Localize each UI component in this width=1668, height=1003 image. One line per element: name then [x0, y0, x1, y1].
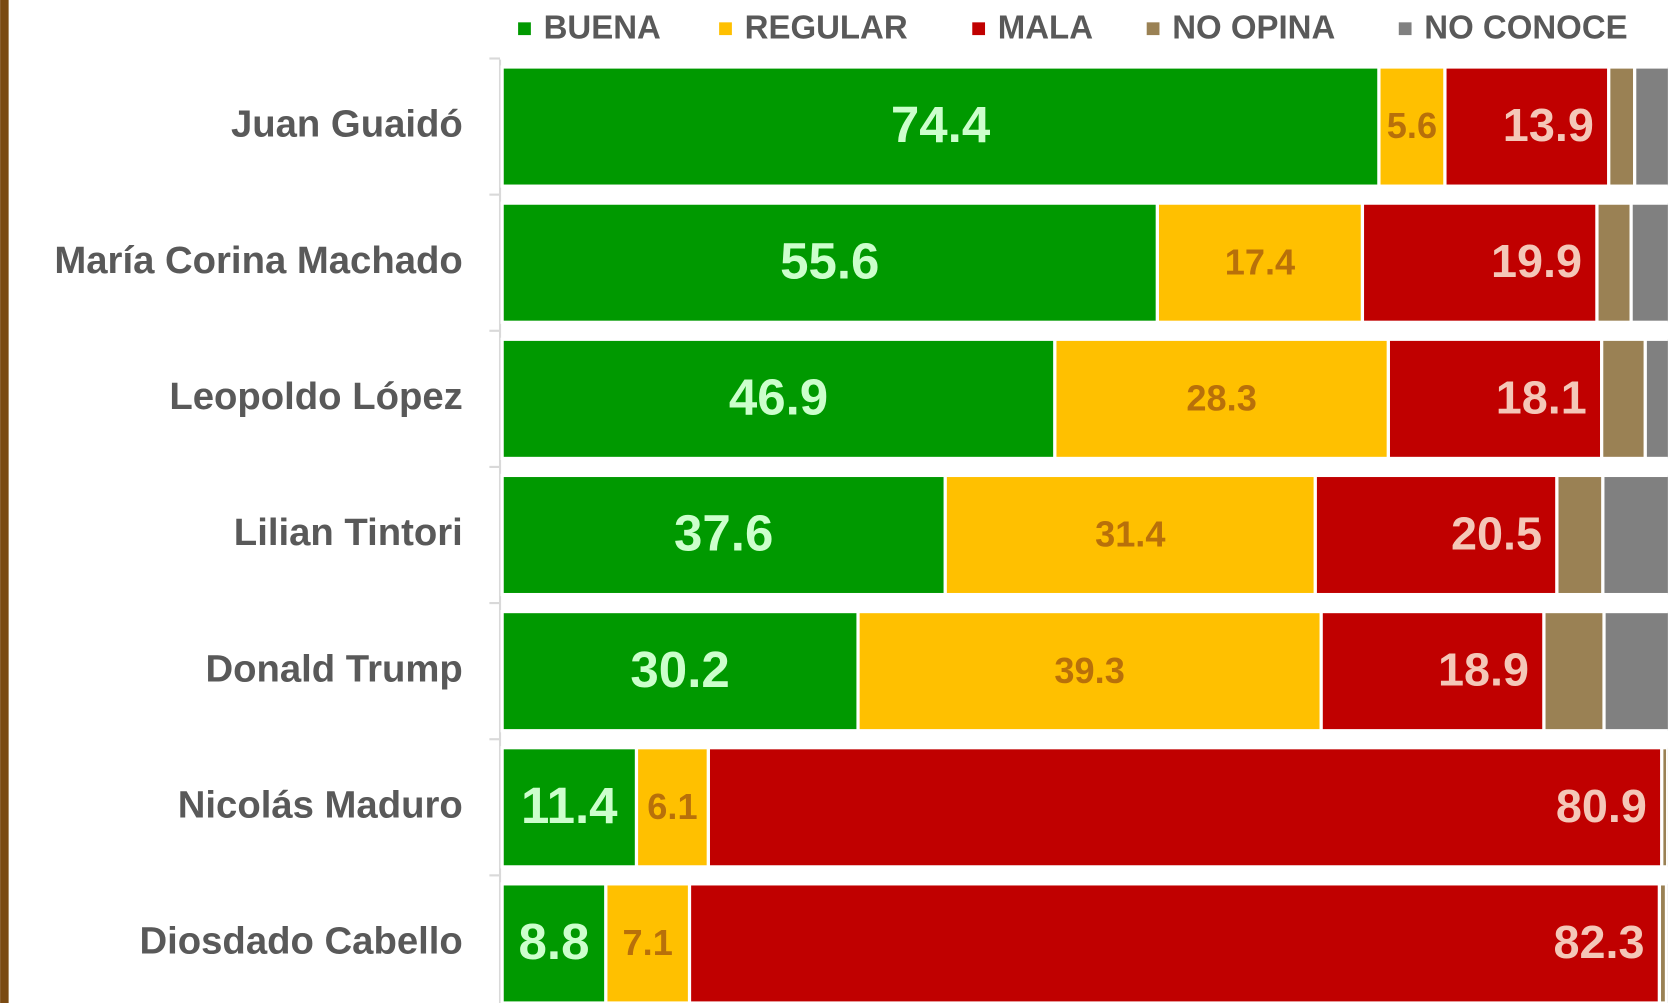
- left-border: [0, 0, 9, 1003]
- data-label: 80.9: [1556, 780, 1647, 832]
- bar-segment: [1664, 882, 1668, 1003]
- legend-swatch: [1398, 22, 1412, 36]
- data-label: 82.3: [1553, 916, 1644, 968]
- bar-segment: [500, 882, 608, 1003]
- bar-segment: [1602, 609, 1668, 733]
- legend-swatch: [518, 22, 531, 36]
- bar-segment: [1319, 609, 1546, 733]
- data-label: 6.1: [647, 786, 697, 827]
- bar-segment: [1377, 65, 1447, 188]
- bar-segment: [1386, 337, 1604, 461]
- bar-segment: [1629, 201, 1668, 324]
- bar-segment: [943, 473, 1317, 597]
- legend-swatch: [719, 22, 732, 36]
- bar-segment: [1595, 201, 1633, 324]
- data-label: 8.8: [519, 913, 590, 970]
- bar-segment: [1555, 473, 1605, 597]
- data-label: 17.4: [1225, 241, 1295, 282]
- legend-label: REGULAR: [745, 8, 908, 45]
- bar-segment: [1542, 609, 1606, 733]
- data-label: 19.9: [1491, 235, 1582, 287]
- data-label: 30.2: [630, 641, 729, 698]
- category-label: Nicolás Maduro: [178, 783, 463, 826]
- bar-segment: [500, 337, 1057, 461]
- data-label: 11.4: [521, 777, 618, 834]
- data-label: 18.9: [1438, 644, 1529, 696]
- data-label: 7.1: [623, 922, 673, 963]
- bar-segment: [1643, 337, 1668, 461]
- category-label: Donald Trump: [205, 647, 462, 690]
- bar-segment: [1313, 473, 1559, 597]
- legend-label: NO OPINA: [1172, 8, 1335, 45]
- category-label: Leopoldo López: [169, 375, 462, 418]
- category-label: Diosdado Cabello: [139, 920, 462, 963]
- bar-segment: [500, 746, 639, 869]
- legend-label: MALA: [998, 8, 1093, 45]
- bar-segment: [634, 746, 710, 869]
- data-label: 18.1: [1496, 371, 1587, 423]
- legend-swatch: [972, 22, 986, 36]
- data-label: 74.4: [891, 96, 991, 153]
- bar-segment: [706, 746, 1664, 869]
- bar-segment: [500, 609, 860, 733]
- data-label: 39.3: [1054, 650, 1124, 691]
- category-label: María Corina Machado: [54, 239, 462, 282]
- legend-swatch: [1146, 22, 1160, 36]
- bar-segment: [856, 609, 1323, 733]
- data-label: 31.4: [1095, 514, 1165, 555]
- data-label: 37.6: [674, 505, 773, 562]
- bar-segment: [687, 882, 1662, 1003]
- data-label: 46.9: [729, 368, 828, 425]
- bar-segment: [1633, 65, 1668, 188]
- bar-segment: [1053, 337, 1390, 461]
- data-label: 55.6: [780, 232, 879, 289]
- bar-segment: [500, 201, 1159, 324]
- bar-segment: [1607, 65, 1637, 188]
- plot-area: [500, 65, 1668, 1003]
- bar-segment: [1443, 65, 1611, 188]
- bar-segment: [1601, 473, 1668, 597]
- legend-label: BUENA: [544, 8, 661, 45]
- category-label: Juan Guaidó: [231, 103, 463, 146]
- data-label: 28.3: [1186, 378, 1256, 419]
- bar-segment: [500, 473, 947, 597]
- bar-segment: [1600, 337, 1647, 461]
- data-label: 13.9: [1503, 99, 1594, 151]
- category-label: Lilian Tintori: [234, 511, 463, 554]
- legend-label: NO CONOCE: [1424, 8, 1627, 45]
- bar-segment: [1360, 201, 1599, 324]
- data-label: 20.5: [1451, 507, 1542, 559]
- data-label: 5.6: [1387, 105, 1437, 146]
